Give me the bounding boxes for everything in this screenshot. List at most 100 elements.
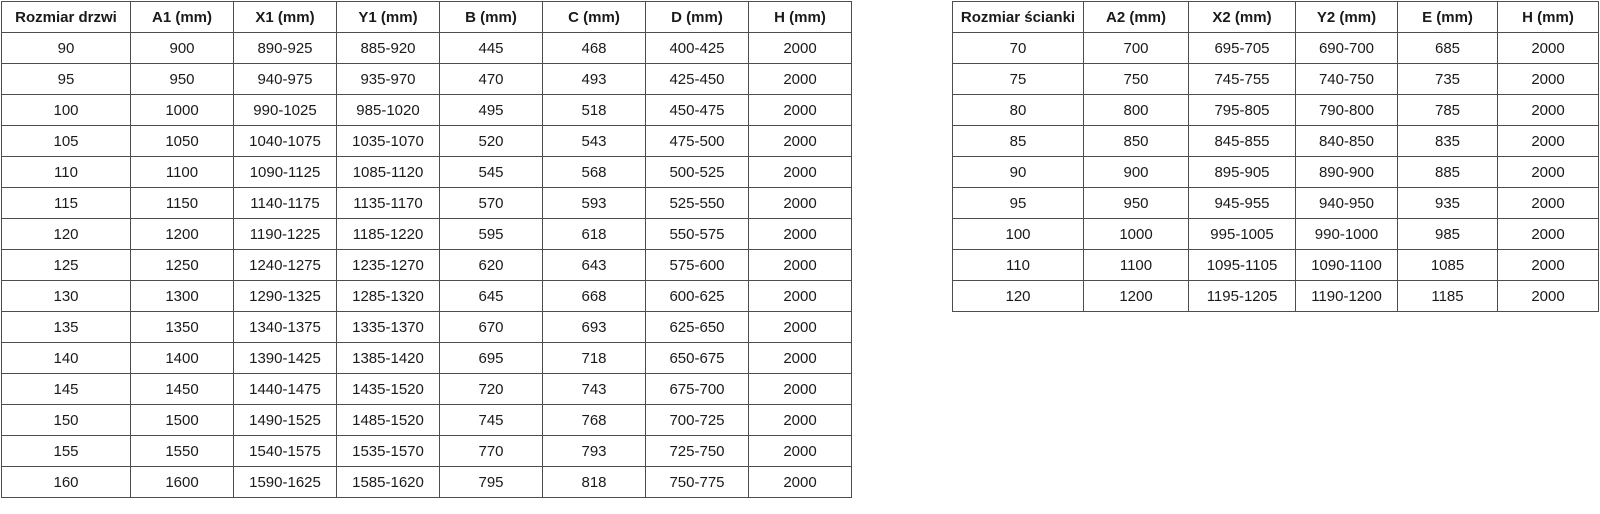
table-cell: 990-1000 [1295,218,1398,250]
table-cell: 150 [1,404,131,436]
table-cell: 120 [952,280,1084,312]
header-cell: C (mm) [542,1,646,33]
table-cell: 1195-1205 [1188,280,1296,312]
table-cell: 1100 [1083,249,1189,281]
table-cell: 1040-1075 [233,125,337,157]
table-cell: 1000 [130,94,234,126]
table-cell: 795-805 [1188,94,1296,126]
table-cell: 935-970 [336,63,440,95]
table-cell: 2000 [748,249,852,281]
table-cell: 1035-1070 [336,125,440,157]
table-cell: 1500 [130,404,234,436]
table-cell: 125 [1,249,131,281]
table-row: 160 1600 1590-1625 1585-1620 795 818 750-775 20… [1,466,852,498]
table-cell: 1200 [130,218,234,250]
table-cell: 695-705 [1188,32,1296,64]
table-cell: 645 [439,280,543,312]
table-cell: 568 [542,156,646,188]
table-cell: 818 [542,466,646,498]
table-cell: 1390-1425 [233,342,337,374]
table-cell: 1150 [130,187,234,219]
table-cell: 1385-1420 [336,342,440,374]
table-row: 70 700 695-705 690-700 685 2000 [952,32,1599,64]
table-cell: 2000 [1497,94,1599,126]
header-cell: Rozmiar drzwi [1,1,131,33]
table-cell: 1185 [1397,280,1498,312]
table-cell: 1340-1375 [233,311,337,343]
table-row: 80 800 795-805 790-800 785 2000 [952,94,1599,126]
table-cell: 1435-1520 [336,373,440,405]
table-cell: 85 [952,125,1084,157]
table-cell: 140 [1,342,131,374]
table-cell: 155 [1,435,131,467]
table-cell: 525-550 [645,187,749,219]
table-cell: 1000 [1083,218,1189,250]
table-row: 145 1450 1440-1475 1435-1520 720 743 675-700 20… [1,373,852,405]
table-cell: 2000 [748,32,852,64]
table-cell: 785 [1397,94,1498,126]
table-cell: 850 [1083,125,1189,157]
header-cell: B (mm) [439,1,543,33]
header-cell: A1 (mm) [130,1,234,33]
table-cell: 518 [542,94,646,126]
table-row: 125 1250 1240-1275 1235-1270 620 643 575-600 20… [1,249,852,281]
table-cell: 718 [542,342,646,374]
table-row: 100 1000 995-1005 990-1000 985 2000 [952,218,1599,250]
table-cell: 1095-1105 [1188,249,1296,281]
table-cell: 1490-1525 [233,404,337,436]
header-cell: H (mm) [748,1,852,33]
table-row: 120 1200 1195-1205 1190-1200 1185 2000 [952,280,1599,312]
table-cell: 100 [952,218,1084,250]
table-cell: 668 [542,280,646,312]
table-cell: 835 [1397,125,1498,157]
table-row: 110 1100 1095-1105 1090-1100 1085 2000 [952,249,1599,281]
table-cell: 425-450 [645,63,749,95]
table-cell: 770 [439,435,543,467]
table-cell: 495 [439,94,543,126]
table-cell: 685 [1397,32,1498,64]
table-cell: 2000 [748,466,852,498]
table-cell: 1190-1200 [1295,280,1398,312]
table-cell: 945-955 [1188,187,1296,219]
table-cell: 2000 [748,218,852,250]
table-cell: 885 [1397,156,1498,188]
table-cell: 985 [1397,218,1498,250]
table-cell: 160 [1,466,131,498]
header-cell: E (mm) [1397,1,1498,33]
table-cell: 110 [952,249,1084,281]
table-cell: 1085 [1397,249,1498,281]
table-cell: 1600 [130,466,234,498]
table-cell: 145 [1,373,131,405]
table-row: 90 900 890-925 885-920 445 468 400-425 2000 [1,32,852,64]
table-cell: 90 [1,32,131,64]
table-cell: 790-800 [1295,94,1398,126]
table-cell: 95 [1,63,131,95]
table-cell: 1135-1170 [336,187,440,219]
table-cell: 1200 [1083,280,1189,312]
table-cell: 990-1025 [233,94,337,126]
table-cell: 2000 [748,342,852,374]
table-cell: 493 [542,63,646,95]
table-cell: 1550 [130,435,234,467]
table-cell: 650-675 [645,342,749,374]
table-cell: 400-425 [645,32,749,64]
table-cell: 575-600 [645,249,749,281]
table-cell: 743 [542,373,646,405]
table-cell: 890-925 [233,32,337,64]
table-cell: 130 [1,280,131,312]
table-cell: 693 [542,311,646,343]
table-cell: 475-500 [645,125,749,157]
table-cell: 1485-1520 [336,404,440,436]
table-cell: 1335-1370 [336,311,440,343]
table-cell: 1585-1620 [336,466,440,498]
table-cell: 470 [439,63,543,95]
table-cell: 935 [1397,187,1498,219]
table-cell: 2000 [748,125,852,157]
table-cell: 115 [1,187,131,219]
table-cell: 793 [542,435,646,467]
table-cell: 700-725 [645,404,749,436]
table-cell: 745 [439,404,543,436]
table-cell: 675-700 [645,373,749,405]
table-cell: 445 [439,32,543,64]
table-cell: 468 [542,32,646,64]
